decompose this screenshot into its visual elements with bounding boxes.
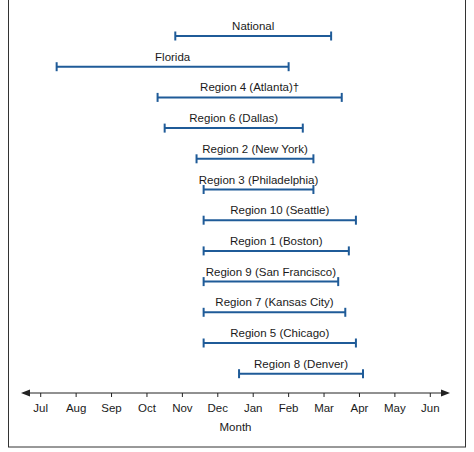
range-label: Region 5 (Chicago) [230, 327, 329, 339]
x-tick-label: Feb [279, 402, 299, 414]
range-line [175, 35, 331, 37]
range-bar [204, 308, 346, 317]
x-tick [430, 393, 431, 397]
range-cap-start [203, 308, 205, 317]
x-tick [111, 393, 112, 397]
range-cap-start [238, 369, 240, 378]
range-label: Florida [155, 51, 191, 63]
x-tick-label: Dec [208, 402, 229, 414]
range-cap-start [203, 339, 205, 348]
x-tick-label: Apr [351, 402, 369, 414]
range-label: Region 8 (Denver) [254, 358, 348, 370]
marks [57, 32, 363, 379]
range-cap-end [341, 93, 343, 102]
range-bar [204, 216, 356, 225]
range-cap-end [337, 277, 339, 286]
range-bar [197, 154, 314, 163]
range-cap-start [203, 216, 205, 225]
range-bar [204, 185, 314, 194]
axis-line [23, 393, 448, 394]
x-tick [146, 393, 147, 397]
x-tick-label: Jan [244, 402, 263, 414]
x-tick-label: Jun [421, 402, 440, 414]
range-cap-end [355, 216, 357, 225]
range-cap-end [355, 339, 357, 348]
axis-arrow [441, 390, 450, 397]
range-cap-start [196, 154, 198, 163]
x-tick [40, 393, 41, 397]
chart: National Florida Region 4 (Atlanta)† Region… [0, 0, 474, 452]
x-tick-label: Aug [66, 402, 86, 414]
range-cap-end [312, 185, 314, 194]
range-label: Region 7 (Kansas City) [215, 296, 333, 308]
range-label: Region 6 (Dallas) [189, 112, 278, 124]
range-line [197, 158, 314, 160]
range-line [204, 342, 356, 344]
x-tick [76, 393, 77, 397]
x-tick-label: Jul [33, 402, 48, 414]
axis-arrow [21, 390, 30, 397]
range-line [57, 66, 289, 68]
range-label: Region 3 (Philadelphia) [199, 174, 319, 186]
range-bar [204, 339, 356, 348]
x-tick [359, 393, 360, 397]
range-cap-start [203, 246, 205, 255]
range-label: Region 4 (Atlanta)† [200, 81, 299, 93]
range-label: Region 9 (San Francisco) [206, 266, 337, 278]
range-bar [57, 62, 289, 71]
range-cap-start [56, 62, 58, 71]
range-cap-end [344, 308, 346, 317]
range-bar [165, 124, 303, 133]
x-tick-label: Nov [172, 402, 193, 414]
range-line [165, 127, 303, 129]
range-bar [175, 32, 331, 41]
range-cap-end [348, 246, 350, 255]
range-cap-end [312, 154, 314, 163]
x-tick [253, 393, 254, 397]
range-line [239, 373, 363, 375]
x-tick-label: Mar [314, 402, 334, 414]
x-tick-label: Oct [138, 402, 157, 414]
range-cap-end [330, 32, 332, 41]
range-cap-start [174, 32, 176, 41]
range-cap-start [164, 124, 166, 133]
range-line [204, 189, 314, 191]
range-bar [158, 93, 342, 102]
x-tick [324, 393, 325, 397]
range-line [158, 96, 342, 98]
range-line [204, 281, 339, 283]
x-tick [217, 393, 218, 397]
range-bar [204, 246, 349, 255]
range-line [204, 250, 349, 252]
range-cap-end [362, 369, 364, 378]
x-tick [182, 393, 183, 397]
range-label: National [232, 20, 274, 32]
x-tick [288, 393, 289, 397]
range-cap-end [288, 62, 290, 71]
range-cap-end [302, 124, 304, 133]
range-cap-start [157, 93, 159, 102]
frame [9, 0, 466, 447]
range-label: Region 1 (Boston) [230, 235, 323, 247]
range-line [204, 219, 356, 221]
x-axis-label: Month [220, 421, 252, 433]
range-line [204, 311, 346, 313]
range-bar [204, 277, 339, 286]
x-tick-label: Sep [101, 402, 121, 414]
x-tick-label: May [384, 402, 406, 414]
x-axis: Jul Aug Sep Oct Nov Dec Jan Feb Mar Apr May Jun [21, 390, 450, 415]
range-label: Region 10 (Seattle) [230, 204, 329, 216]
range-label: Region 2 (New York) [202, 143, 308, 155]
range-cap-start [203, 185, 205, 194]
x-tick [394, 393, 395, 397]
range-cap-start [203, 277, 205, 286]
range-bar [239, 369, 363, 378]
